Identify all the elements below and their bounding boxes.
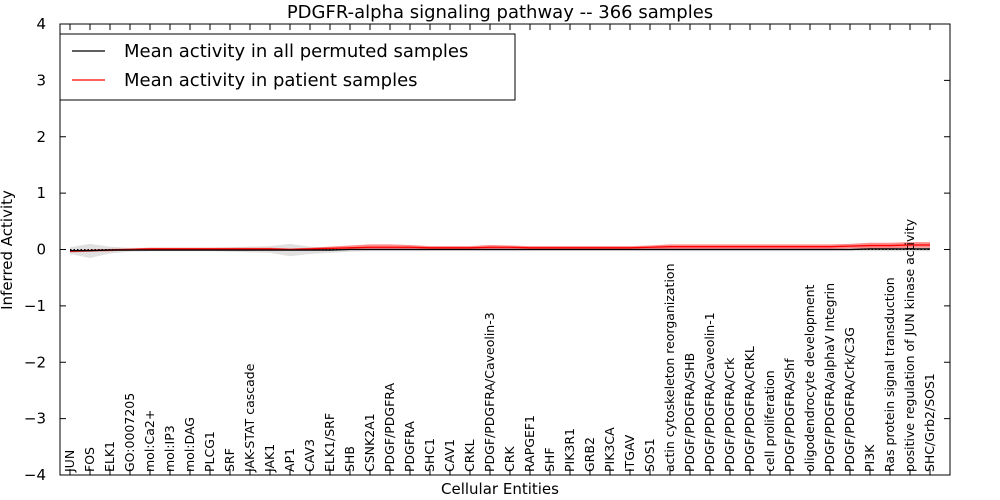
x-category-label: ELK1/SRF — [322, 413, 337, 472]
y-tick-label: −4 — [24, 466, 46, 484]
x-category-label: CAV3 — [302, 439, 317, 472]
legend-box — [59, 33, 516, 101]
x-category-label: PIK3CA — [602, 427, 617, 472]
y-tick-label: 0 — [36, 241, 46, 259]
x-category-label: PDGFRA — [402, 421, 417, 472]
legend-label-patient: Mean activity in patient samples — [124, 70, 418, 91]
x-category-label: PIK3R1 — [562, 428, 577, 472]
plot-area-frame — [59, 23, 951, 476]
x-category-label: ELK1 — [102, 441, 117, 472]
x-category-label: positive regulation of JUN kinase activi… — [902, 218, 917, 472]
y-axis-label: Inferred Activity — [0, 190, 16, 310]
x-category-label: mol:IP3 — [162, 425, 177, 472]
x-category-label: GO:0007205 — [122, 393, 137, 472]
x-category-label: JAK-STAT cascade — [242, 363, 257, 473]
permuted-mean-line — [70, 248, 930, 252]
x-category-label: PDGF/PDGFRA/alphaV Integrin — [822, 283, 837, 472]
x-category-label: PLCG1 — [202, 431, 217, 472]
y-tick-label: 4 — [36, 15, 46, 33]
x-category-label: SRF — [222, 448, 237, 472]
x-category-label: oligodendrocyte development — [802, 284, 817, 472]
x-category-label: PDGF/PDGFRA/Crk — [722, 357, 737, 472]
x-category-label: JAK1 — [262, 444, 277, 473]
x-category-label: mol:Ca2+ — [142, 410, 157, 472]
x-category-label: SOS1 — [642, 438, 657, 472]
y-tick-label: −2 — [24, 353, 46, 371]
y-tick-label: −1 — [24, 297, 46, 315]
series-lines — [69, 244, 930, 252]
x-category-label: FOS — [82, 447, 97, 472]
x-category-label: PDGF/PDGFRA — [382, 383, 397, 472]
y-tick-label: 1 — [36, 184, 46, 202]
y-tick-label: 3 — [36, 71, 46, 89]
x-category-label: PDGF/PDGFRA/SHB — [682, 353, 697, 472]
permuted-confidence-band — [70, 243, 930, 258]
x-category-label: PI3K — [862, 444, 877, 472]
x-axis-label: Cellular Entities — [441, 480, 559, 498]
legend-label-permuted: Mean activity in all permuted samples — [124, 41, 468, 62]
x-category-label: actin cytoskeleton reorganization — [662, 263, 677, 472]
x-category-label: PDGF/PDGFRA/Caveolin-3 — [482, 312, 497, 472]
x-category-label: SHF — [542, 447, 557, 472]
x-category-label: PDGF/PDGFRA/Crk/C3G — [842, 327, 857, 472]
x-category-label: Ras protein signal transduction — [882, 277, 897, 472]
x-category-label: SHC1 — [422, 438, 437, 472]
x-category-label: PDGF/PDGFRA/Shf — [782, 358, 797, 472]
y-tick-label: 2 — [36, 128, 46, 146]
x-category-label: cell proliferation — [762, 370, 777, 472]
x-axis-ticks: JUN FOS ELK1 GO:0007205 mol:Ca2+ mol:IP3 mol:D… — [62, 24, 937, 475]
x-category-label: ITGAV — [622, 434, 637, 472]
x-category-label: AP1 — [282, 448, 297, 472]
x-category-label: CRKL — [462, 439, 477, 472]
chart-title: PDGFR-alpha signaling pathway -- 366 sam… — [287, 2, 713, 23]
x-category-label: GRB2 — [582, 437, 597, 472]
x-category-label: JUN — [62, 450, 77, 473]
x-category-label: CSNK2A1 — [362, 413, 377, 472]
legend: Mean activity in all permuted samples Me… — [59, 33, 516, 101]
patient-mean-line — [69, 244, 930, 252]
y-axis-ticks: −4 −3 −2 −1 0 1 2 3 4 — [24, 15, 950, 484]
x-category-label: PDGF/PDGFRA/Caveolin-1 — [702, 312, 717, 472]
x-category-label: CRK — [502, 446, 517, 472]
y-tick-label: −3 — [24, 410, 46, 428]
x-category-label: SHC/Grb2/SOS1 — [922, 373, 937, 472]
x-category-label: CAV1 — [442, 439, 457, 472]
x-category-label: RAPGEF1 — [522, 415, 537, 472]
x-category-label: mol:DAG — [182, 417, 197, 472]
x-category-label: PDGF/PDGFRA/CRKL — [742, 346, 757, 472]
x-category-label: SHB — [342, 446, 357, 472]
